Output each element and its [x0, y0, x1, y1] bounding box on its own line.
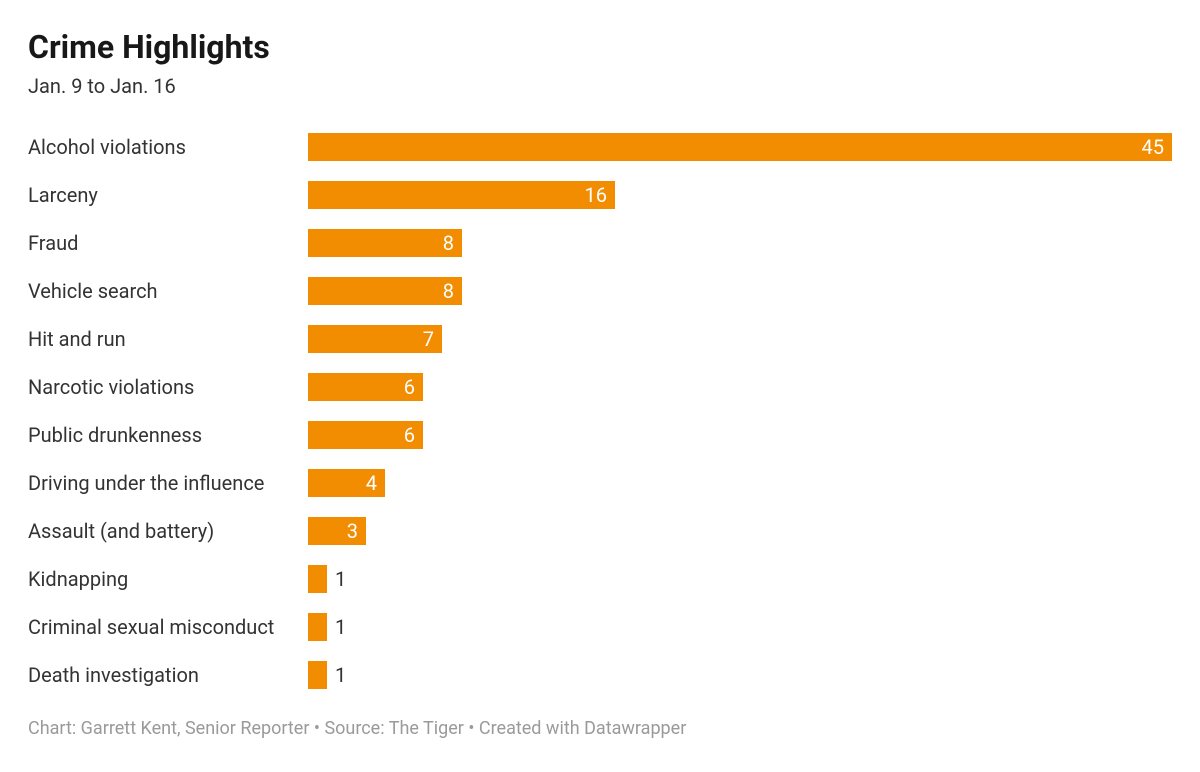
- bar-value-label: 1: [335, 661, 346, 689]
- bar: 8: [308, 229, 462, 257]
- bar-area: 8: [308, 277, 1172, 305]
- bar: [308, 613, 327, 641]
- bar-category-label: Assault (and battery): [28, 519, 308, 543]
- chart-footer: Chart: Garrett Kent, Senior Reporter • S…: [28, 718, 1172, 739]
- bar-category-label: Death investigation: [28, 663, 308, 687]
- bar-value-label: 6: [404, 373, 415, 401]
- bar-value-label: 7: [423, 325, 434, 353]
- chart-title: Crime Highlights: [28, 28, 1172, 66]
- bar: [308, 565, 327, 593]
- bar-area: 3: [308, 517, 1172, 545]
- bar-row: Driving under the influence 4: [28, 462, 1172, 504]
- bar-area: 1: [308, 613, 1172, 641]
- bar: 16: [308, 181, 615, 209]
- bar-area: 1: [308, 565, 1172, 593]
- bar: 3: [308, 517, 366, 545]
- bar-area: 8: [308, 229, 1172, 257]
- bar-row: Hit and run 7: [28, 318, 1172, 360]
- bar-value-label: 8: [443, 229, 454, 257]
- bar-area: 6: [308, 373, 1172, 401]
- bar-value-label: 6: [404, 421, 415, 449]
- bar-area: 7: [308, 325, 1172, 353]
- bar-category-label: Fraud: [28, 231, 308, 255]
- bar-row: Criminal sexual misconduct 1: [28, 606, 1172, 648]
- bar-row: Alcohol violations 45: [28, 126, 1172, 168]
- bar-value-label: 1: [335, 565, 346, 593]
- bar-category-label: Vehicle search: [28, 279, 308, 303]
- bar: 7: [308, 325, 442, 353]
- bar-category-label: Kidnapping: [28, 567, 308, 591]
- bar-category-label: Narcotic violations: [28, 375, 308, 399]
- bar-area: 4: [308, 469, 1172, 497]
- bar: [308, 661, 327, 689]
- bar-row: Public drunkenness 6: [28, 414, 1172, 456]
- bar-category-label: Public drunkenness: [28, 423, 308, 447]
- bar-area: 45: [308, 133, 1172, 161]
- bar-row: Death investigation 1: [28, 654, 1172, 696]
- bar-category-label: Driving under the influence: [28, 471, 308, 495]
- bar-category-label: Criminal sexual misconduct: [28, 615, 308, 639]
- bar-value-label: 45: [1142, 133, 1164, 161]
- bar-row: Fraud 8: [28, 222, 1172, 264]
- bar-value-label: 3: [347, 517, 358, 545]
- bar-value-label: 4: [366, 469, 377, 497]
- bar-chart: Alcohol violations45Larceny16Fraud8Vehic…: [28, 126, 1172, 696]
- bar-row: Kidnapping 1: [28, 558, 1172, 600]
- bar-value-label: 8: [443, 277, 454, 305]
- bar-value-label: 1: [335, 613, 346, 641]
- bar-category-label: Larceny: [28, 183, 308, 207]
- bar-row: Vehicle search 8: [28, 270, 1172, 312]
- chart-container: Crime Highlights Jan. 9 to Jan. 16 Alcoh…: [0, 0, 1200, 739]
- bar-category-label: Alcohol violations: [28, 135, 308, 159]
- bar: 6: [308, 421, 423, 449]
- bar-row: Narcotic violations 6: [28, 366, 1172, 408]
- bar: 8: [308, 277, 462, 305]
- bar-area: 1: [308, 661, 1172, 689]
- bar-area: 6: [308, 421, 1172, 449]
- bar: 6: [308, 373, 423, 401]
- bar-value-label: 16: [585, 181, 607, 209]
- bar-area: 16: [308, 181, 1172, 209]
- bar: 4: [308, 469, 385, 497]
- bar-row: Assault (and battery) 3: [28, 510, 1172, 552]
- bar-row: Larceny 16: [28, 174, 1172, 216]
- bar-category-label: Hit and run: [28, 327, 308, 351]
- chart-subtitle: Jan. 9 to Jan. 16: [28, 74, 1172, 98]
- bar: 45: [308, 133, 1172, 161]
